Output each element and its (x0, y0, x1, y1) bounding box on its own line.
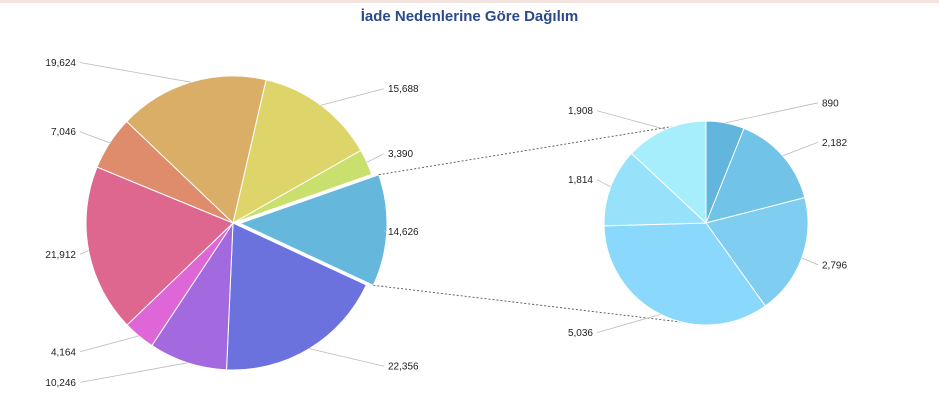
main-pie-leader-line (79, 335, 140, 353)
detail-pie: 890 2,182 2,796 5,036 1,814 1,908 (568, 98, 847, 339)
main-pie-leader-line (79, 250, 89, 255)
detail-pie-slice[interactable] (603, 152, 708, 227)
main-pie-leader-line (309, 348, 385, 367)
main-pie-data-label: 3,390 (388, 149, 413, 160)
main-pie-leader-line (320, 88, 385, 106)
main-pie-data-label: 14,626 (388, 227, 419, 238)
main-pie-slice[interactable] (238, 174, 388, 286)
detail-pie-data-label: 890 (822, 98, 839, 109)
pie-connector-line (378, 120, 707, 176)
main-pie-leader-line (79, 131, 110, 144)
main-pie-slice[interactable] (85, 166, 234, 326)
main-pie-data-label: 19,624 (45, 58, 76, 69)
detail-pie-data-label: 5,036 (568, 328, 593, 339)
main-pie-slice[interactable] (125, 75, 267, 224)
main-pie-data-label: 15,688 (388, 84, 419, 95)
detail-pie-leader-line (596, 110, 666, 130)
main-pie-data-label: 7,046 (51, 127, 76, 138)
detail-pie-data-label: 2,796 (822, 260, 847, 271)
main-pie: 15,688 3,390 14,626 22,356 10,246 4,164 21,912… (45, 58, 419, 389)
detail-pie-leader-line (725, 102, 819, 124)
main-pie-data-label: 4,164 (51, 347, 76, 358)
detail-pie-leader-line (801, 257, 819, 266)
detail-pie-data-label: 1,908 (568, 106, 593, 117)
main-pie-data-label: 22,356 (388, 362, 419, 373)
main-pie-leader-line (366, 153, 385, 163)
detail-pie-data-label: 1,814 (568, 175, 593, 186)
main-pie-leader-line (79, 62, 191, 83)
main-pie-data-label: 21,912 (45, 250, 76, 261)
detail-pie-leader-line (596, 179, 611, 188)
detail-pie-leader-line (782, 141, 819, 157)
detail-pie-slice[interactable] (705, 197, 809, 307)
detail-pie-leader-line (596, 314, 661, 333)
main-pie-slice[interactable] (232, 79, 362, 224)
pie-of-pie-chart: 15,688 3,390 14,626 22,356 10,246 4,164 21,912… (45, 58, 847, 389)
detail-pie-data-label: 2,182 (822, 138, 847, 149)
chart-title: İade Nedenlerine Göre Dağılım (360, 8, 579, 25)
main-pie-data-label: 10,246 (45, 378, 76, 389)
main-pie-leader-line (79, 362, 188, 383)
detail-pie-slice[interactable] (603, 222, 767, 326)
main-pie-leader-line (383, 230, 387, 232)
